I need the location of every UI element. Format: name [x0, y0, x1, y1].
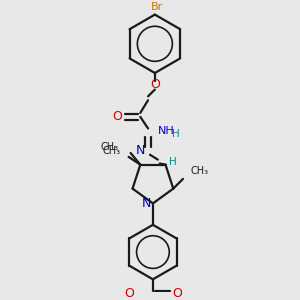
Text: O: O [150, 78, 160, 91]
Text: CH₃: CH₃ [191, 166, 209, 176]
Text: H: H [169, 157, 177, 166]
Text: CH₃: CH₃ [103, 146, 121, 156]
Text: N: N [141, 197, 151, 210]
Text: O: O [124, 287, 134, 300]
Text: O: O [112, 110, 122, 123]
Text: O: O [172, 287, 182, 300]
Text: CH₃: CH₃ [101, 142, 119, 152]
Text: Br: Br [151, 2, 163, 12]
Text: NH: NH [158, 126, 175, 136]
Text: H: H [172, 129, 180, 139]
Text: N: N [136, 144, 145, 157]
